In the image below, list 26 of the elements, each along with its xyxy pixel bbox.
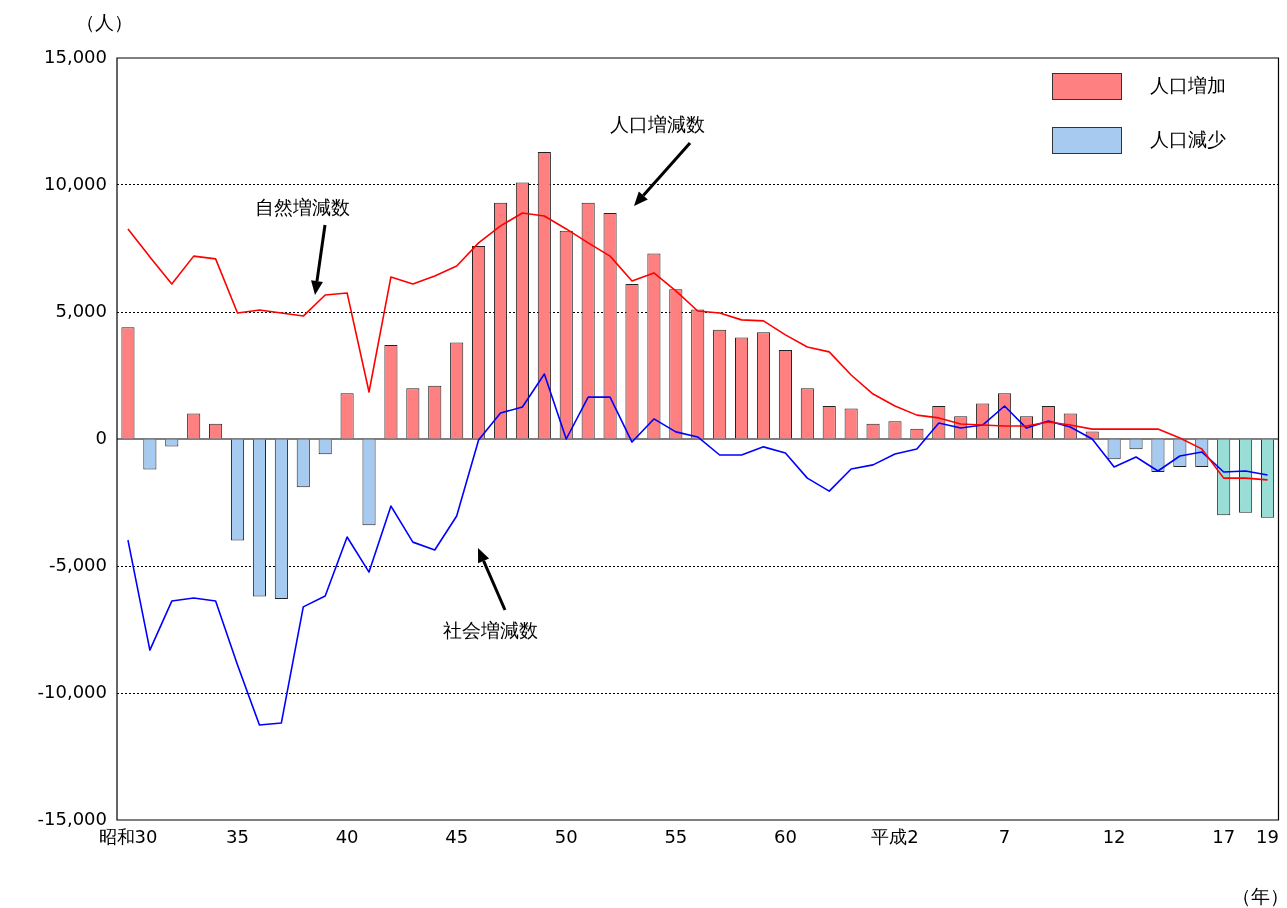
- x-tick-label: 60: [773, 826, 797, 848]
- x-tick-label: 17: [1212, 826, 1236, 848]
- y-tick-label: -10,000: [37, 680, 107, 702]
- legend-label: 人口増加: [1150, 73, 1226, 98]
- x-tick-label: 7: [998, 826, 1011, 848]
- x-tick-label: 19: [1256, 826, 1279, 848]
- x-tick-label: 平成2: [871, 826, 919, 848]
- annotation: 社会増減数: [443, 618, 538, 643]
- annotation: 人口増減数: [610, 112, 705, 137]
- y-tick-label: 5,000: [55, 299, 107, 321]
- y-tick-label: 0: [95, 426, 107, 448]
- x-tick-label: 12: [1102, 826, 1126, 848]
- y-tick-label: -15,000: [37, 807, 107, 829]
- y-tick-label: 15,000: [44, 45, 107, 67]
- x-tick-label: 昭和30: [98, 826, 158, 848]
- annotation: 自然増減数: [255, 195, 350, 220]
- x-tick-label: 55: [664, 826, 688, 848]
- legend-label: 人口減少: [1150, 127, 1226, 152]
- y-tick-label: 10,000: [44, 172, 107, 194]
- x-tick-label: 50: [554, 826, 578, 848]
- x-tick-label: 45: [445, 826, 469, 848]
- x-tick-label: 40: [335, 826, 359, 848]
- y-tick-label: -5,000: [48, 553, 107, 575]
- y-axis-title: （人）: [76, 10, 133, 35]
- x-tick-label: 35: [226, 826, 249, 848]
- x-axis-title: （年）: [1232, 884, 1287, 908]
